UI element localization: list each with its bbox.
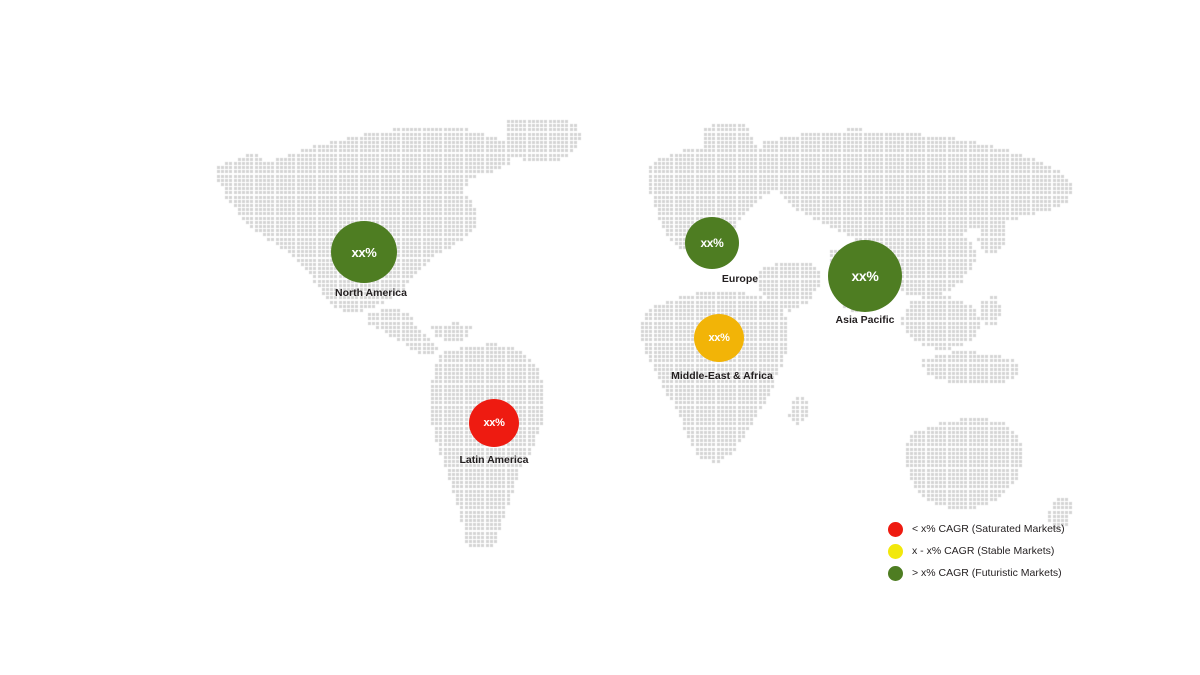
region-label-latin-america: Latin America: [459, 454, 529, 466]
legend-item-label: > x% CAGR (Futuristic Markets): [912, 567, 1062, 579]
region-bubble-middle-east-africa[interactable]: xx%: [694, 314, 744, 362]
region-bubble-value: xx%: [483, 416, 505, 429]
legend-item-legend-saturated[interactable]: < x% CAGR (Saturated Markets): [888, 518, 1098, 540]
region-bubble-value: xx%: [700, 236, 724, 250]
region-bubble-value: xx%: [851, 268, 879, 284]
legend-item-label: < x% CAGR (Saturated Markets): [912, 523, 1065, 535]
legend-item-legend-stable[interactable]: x - x% CAGR (Stable Markets): [888, 540, 1098, 562]
region-bubble-latin-america[interactable]: xx%: [469, 399, 519, 447]
legend: < x% CAGR (Saturated Markets) x - x% CAGR…: [888, 518, 1098, 584]
region-label-north-america: North America: [335, 287, 407, 299]
legend-item-legend-futuristic[interactable]: > x% CAGR (Futuristic Markets): [888, 562, 1098, 584]
legend-dot-icon: [888, 543, 903, 559]
region-bubble-europe[interactable]: xx%: [685, 217, 739, 269]
legend-dot-icon: [888, 521, 903, 537]
region-label-asia-pacific: Asia Pacific: [835, 314, 895, 326]
legend-dot-icon: [888, 565, 903, 581]
region-label-europe: Europe: [721, 273, 759, 285]
region-bubble-value: xx%: [708, 331, 730, 344]
region-bubble-north-america[interactable]: xx%: [331, 221, 397, 283]
legend-item-label: x - x% CAGR (Stable Markets): [912, 545, 1055, 557]
region-label-middle-east-africa: Middle-East & Africa: [671, 370, 773, 382]
region-bubble-value: xx%: [351, 244, 377, 260]
region-bubble-asia-pacific[interactable]: xx%: [828, 240, 902, 312]
